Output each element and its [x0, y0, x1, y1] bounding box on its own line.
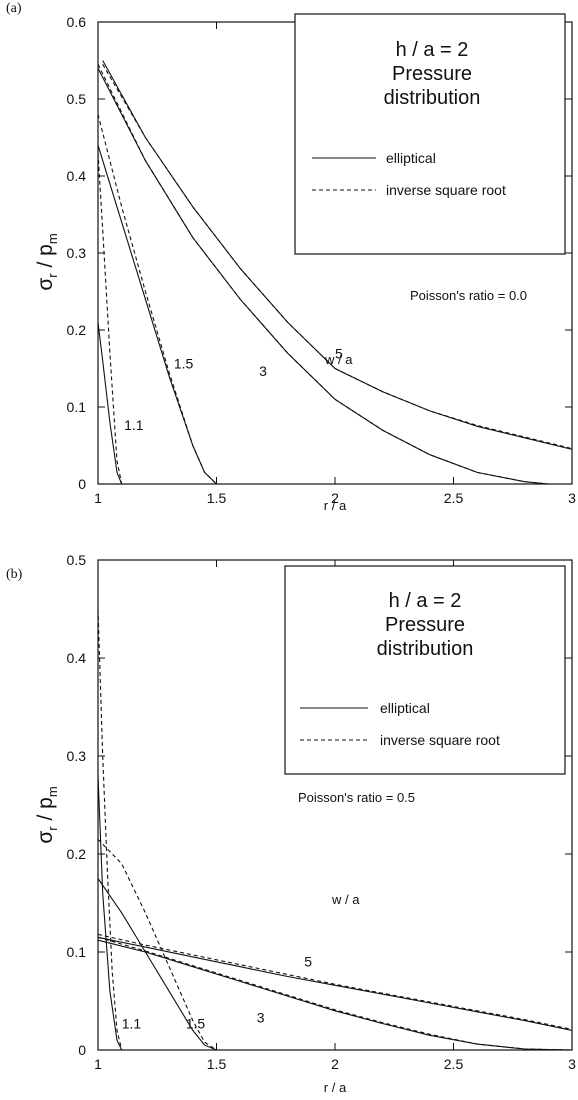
y-label-slash: / p — [34, 244, 57, 273]
curve-wa-3-solid — [97, 939, 573, 1051]
y-label-sub-r: r — [45, 826, 60, 831]
y-tick-label: 0.2 — [67, 322, 87, 338]
y-axis-label: σr / pm — [34, 233, 60, 290]
x-tick-label: 2.5 — [444, 1056, 464, 1072]
curve-label: 3 — [257, 1010, 265, 1026]
y-tick-label: 0.4 — [67, 168, 87, 184]
panel-label: (b) — [6, 567, 23, 582]
curve-wa-1-1-dashed — [97, 152, 123, 485]
x-axis-label: r / a — [324, 1080, 347, 1095]
y-tick-label: 0.4 — [67, 650, 87, 666]
y-tick-label: 0.5 — [67, 552, 87, 568]
curve-label: 1.1 — [122, 1015, 142, 1031]
x-tick-label: 1.5 — [207, 1056, 227, 1072]
y-tick-label: 0.3 — [67, 245, 87, 261]
y-label-sigma: σ — [34, 831, 57, 844]
curve-wa-5-solid — [97, 936, 573, 1031]
y-label-sub-m: m — [45, 233, 60, 244]
panel-b: (b) σr / pm 0 0.1 0.2 0.3 0.4 0.5 1 1.5 2 2.5 3 1.… — [6, 552, 576, 1095]
y-tick-label: 0 — [78, 1042, 86, 1058]
curve-label: 5 — [304, 954, 312, 970]
curve-label: 1.5 — [174, 356, 194, 372]
y-label-sub-m: m — [45, 786, 60, 797]
legend-box — [284, 565, 566, 775]
y-tick-label: 0.1 — [67, 944, 87, 960]
plot-frame — [97, 559, 573, 1051]
y-tick-label: 0.2 — [67, 846, 87, 862]
curve-wa-5-dashed — [102, 64, 573, 450]
legend: h / a = 2 Pressure distribution elliptic… — [284, 565, 566, 775]
curve-wa-1-5-solid — [97, 145, 217, 485]
curve-wa-3-dashed — [97, 936, 573, 1051]
legend-title-line1: h / a = 2 — [389, 590, 462, 612]
legend-entry-inverse-sqrt: inverse square root — [380, 732, 500, 748]
x-tick-label: 1 — [94, 490, 102, 506]
legend-title-line1: h / a = 2 — [396, 39, 469, 61]
y-axis-label: σr / pm — [34, 786, 60, 843]
x-tick-label: 2.5 — [444, 490, 464, 506]
y-tick-label: 0 — [78, 476, 86, 492]
x-tick-label: 3 — [568, 1056, 576, 1072]
legend-entry-elliptical: elliptical — [386, 150, 436, 166]
legend-entry-elliptical: elliptical — [380, 700, 430, 716]
panel-a: (a) σr / pm 0 0.1 0.2 0.3 0.4 0.5 0.6 1 1.5 2 2.5 3… — [6, 1, 576, 513]
curve-wa-1-1-solid — [97, 322, 123, 485]
curve-label: 1.5 — [186, 1015, 206, 1031]
legend-box — [294, 13, 566, 255]
tick-layer: 0 0.1 0.2 0.3 0.4 0.5 1 1.5 2 2.5 3 — [67, 552, 577, 1072]
x-tick-label: 2 — [331, 1056, 339, 1072]
y-tick-label: 0.3 — [67, 748, 87, 764]
y-tick-label: 0.5 — [67, 91, 87, 107]
legend-title-line2: Pressure — [385, 614, 465, 636]
curve-wa-1-5-dashed — [97, 838, 217, 1051]
x-tick-label: 1.5 — [207, 490, 227, 506]
x-tick-label: 3 — [568, 490, 576, 506]
legend-title-line3: distribution — [377, 638, 474, 660]
legend-title-line2: Pressure — [392, 63, 472, 85]
curve-wa-1-1-solid — [97, 775, 123, 1051]
legend: h / a = 2 Pressure distribution elliptic… — [294, 13, 566, 255]
curve-label: 5 — [335, 345, 343, 361]
curve-wa-1-1-dashed — [97, 608, 123, 1051]
curve-layer: 1.1 1.5 3 5 — [97, 60, 573, 485]
curve-wa-3-dashed — [97, 64, 572, 485]
legend-title-line3: distribution — [384, 87, 481, 109]
curve-wa-1-5-dashed — [97, 114, 217, 485]
poisson-ratio-annotation: Poisson's ratio = 0.5 — [298, 790, 415, 805]
wa-annotation: w / a — [324, 352, 353, 367]
x-axis-label: r / a — [324, 498, 347, 513]
x-tick-label: 2 — [331, 490, 339, 506]
wa-annotation: w / a — [331, 892, 360, 907]
y-label-sigma: σ — [34, 278, 57, 291]
curve-layer: 1.1 1.5 3 5 — [97, 608, 573, 1051]
curve-wa-1-5-solid — [97, 878, 217, 1051]
legend-entry-inverse-sqrt: inverse square root — [386, 182, 506, 198]
curve-wa-5-dashed — [97, 933, 573, 1030]
x-tick-label: 1 — [94, 1056, 102, 1072]
y-label-slash: / p — [34, 797, 57, 826]
y-tick-label: 0.1 — [67, 399, 87, 415]
y-label-sub-r: r — [45, 273, 60, 278]
y-tick-label: 0.6 — [67, 14, 87, 30]
panel-label: (a) — [6, 1, 22, 16]
curve-label: 1.1 — [124, 417, 144, 433]
poisson-ratio-annotation: Poisson's ratio = 0.0 — [410, 288, 527, 303]
curve-label: 3 — [259, 363, 267, 379]
